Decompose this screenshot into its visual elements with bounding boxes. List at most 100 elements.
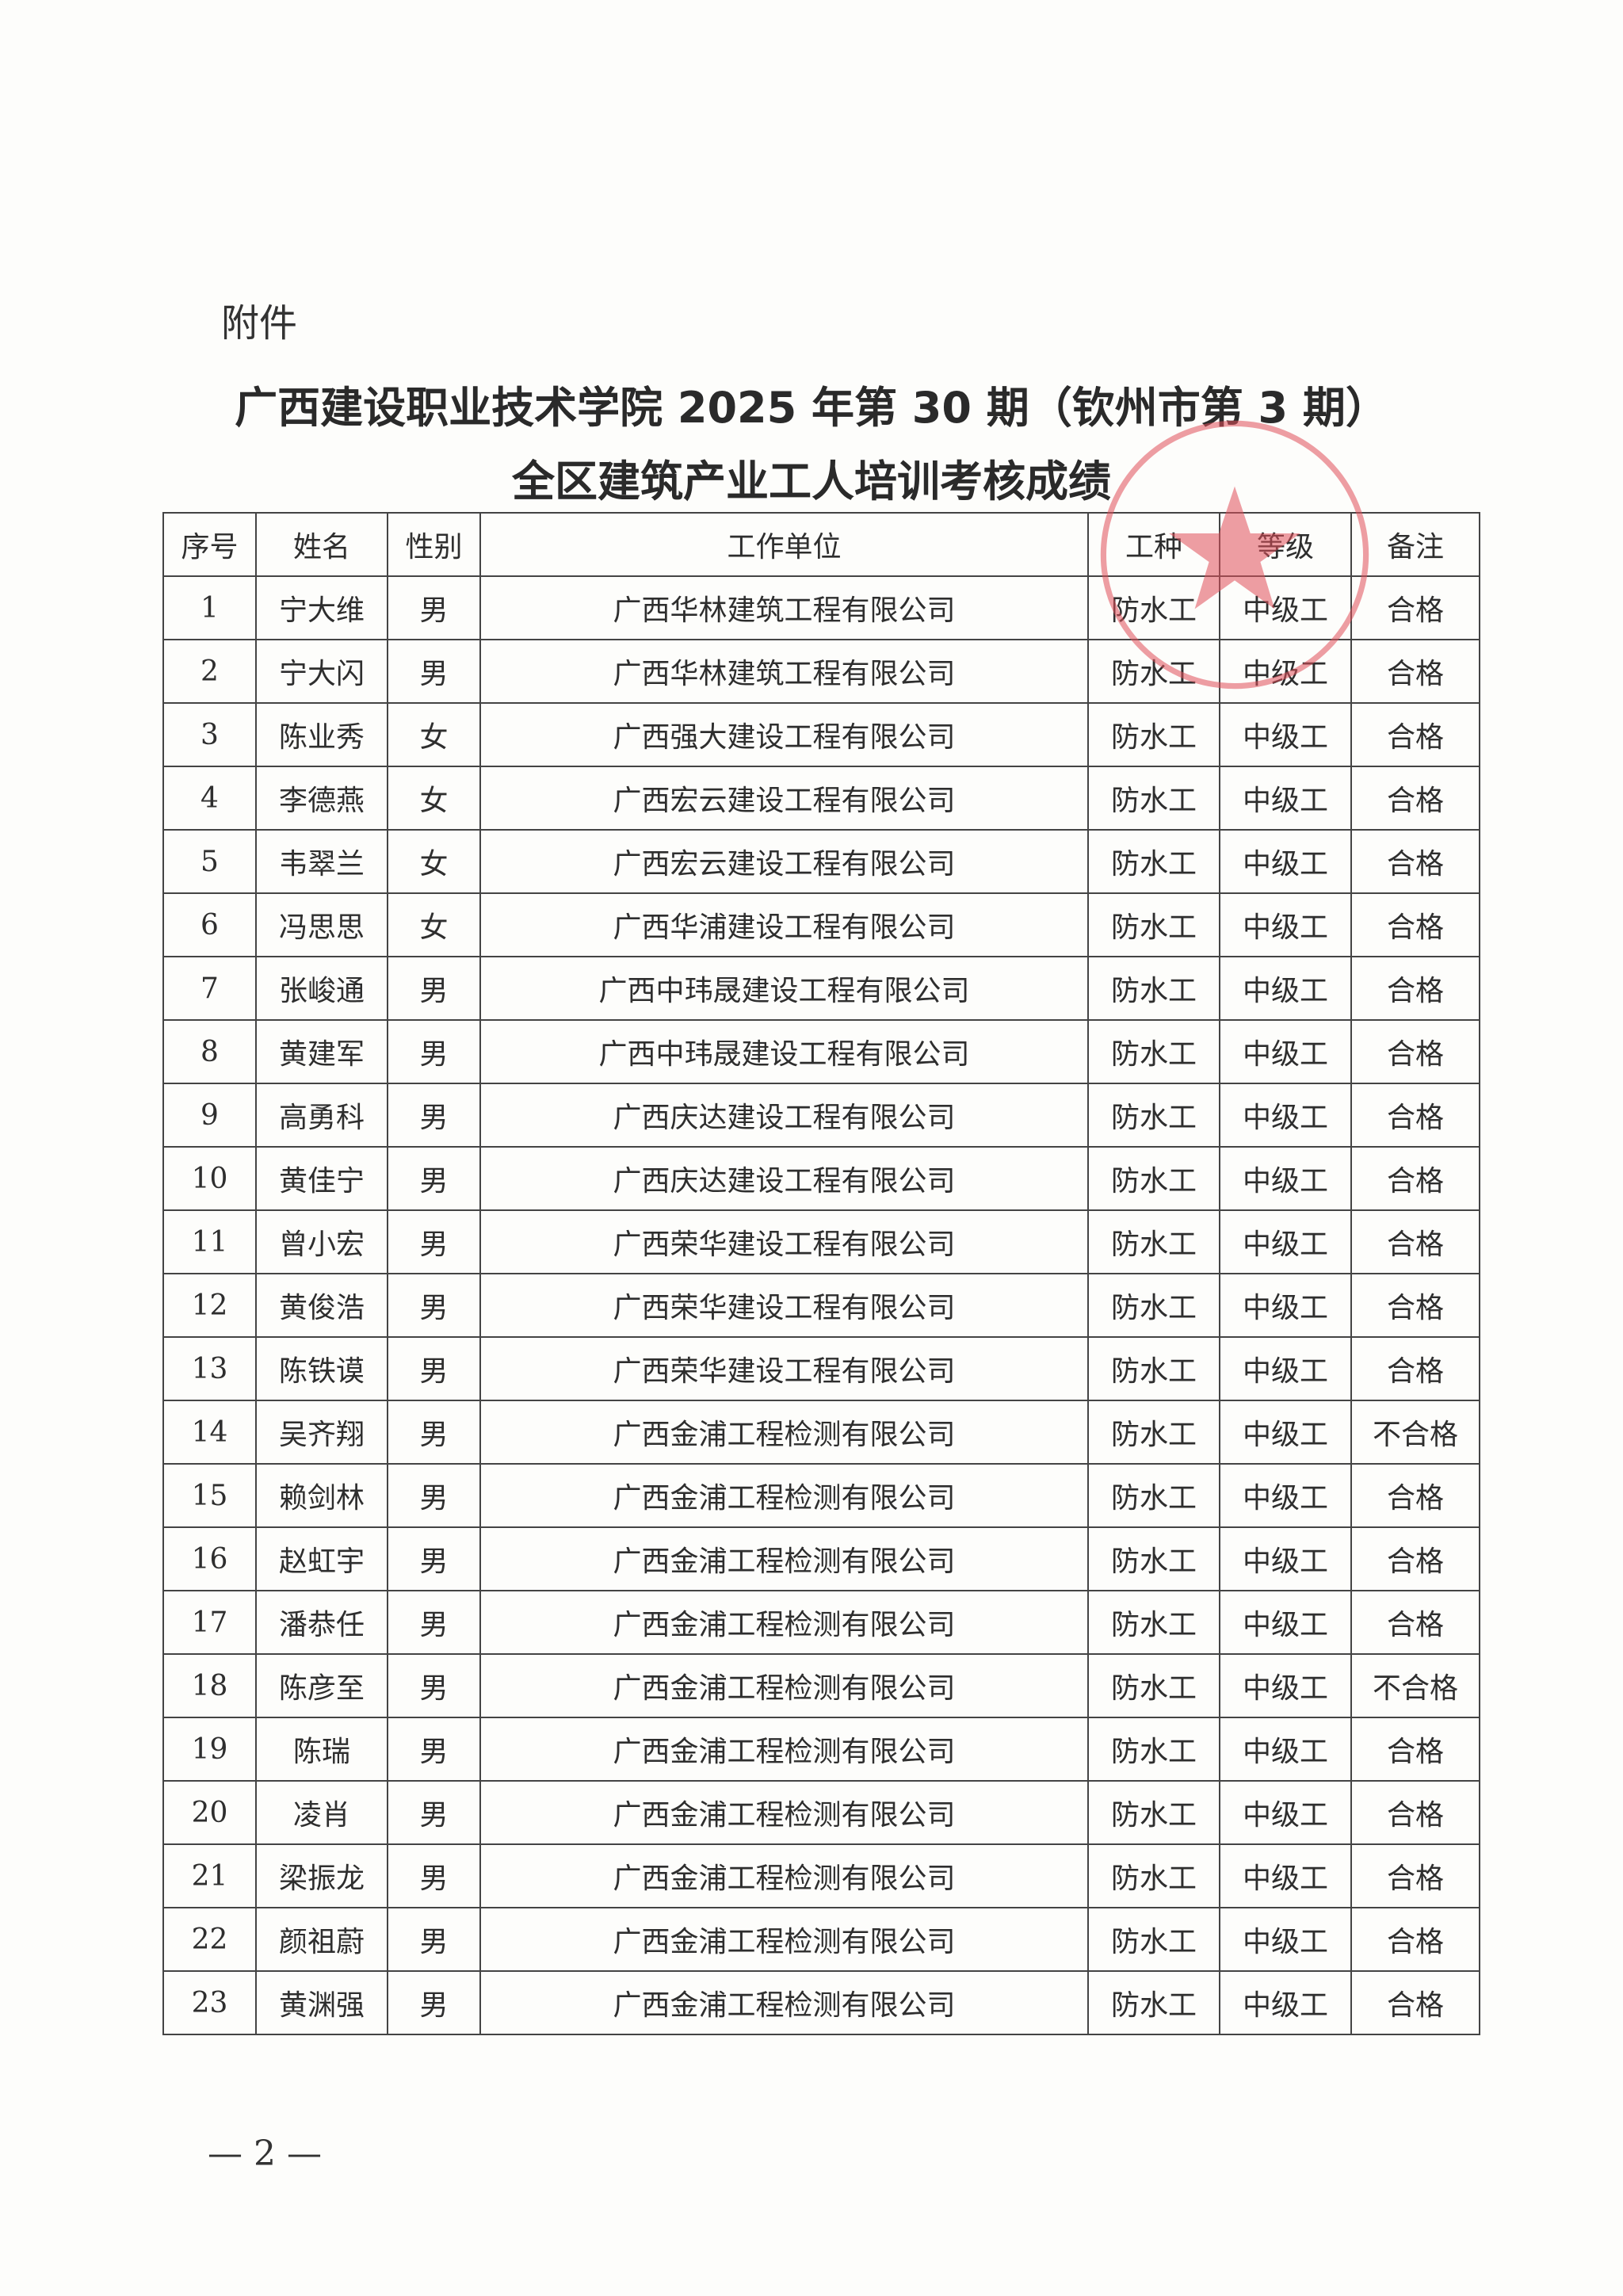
cell-name: 陈瑞	[255, 1717, 388, 1782]
cell-level: 中级工	[1219, 639, 1352, 704]
cell-index: 15	[162, 1463, 257, 1528]
cell-gender: 男	[387, 1146, 481, 1211]
cell-level: 中级工	[1219, 1146, 1352, 1211]
cell-trade: 防水工	[1087, 1083, 1220, 1148]
document-title-line2: 全区建筑产业工人培训考核成绩	[512, 457, 1111, 506]
cell-gender: 女	[387, 829, 481, 894]
cell-remark: 合格	[1350, 1970, 1480, 2035]
cell-remark: 合格	[1350, 1780, 1480, 1845]
attachment-label: 附件	[221, 301, 298, 346]
cell-trade: 防水工	[1087, 1463, 1220, 1528]
cell-trade: 防水工	[1087, 1019, 1220, 1084]
header-trade: 工种	[1087, 512, 1220, 577]
cell-level: 中级工	[1219, 702, 1352, 767]
cell-remark: 合格	[1350, 1083, 1480, 1148]
table-row: 16 赵虹宇男广西金浦工程检测有限公司 防水工 中级工 合格	[162, 1526, 1480, 1591]
cell-name: 宁大维	[255, 575, 388, 640]
cell-index: 2	[162, 639, 257, 704]
cell-trade: 防水工	[1087, 829, 1220, 894]
cell-name: 颜祖蔚	[255, 1907, 388, 1972]
cell-gender: 男	[387, 1336, 481, 1401]
table-row: 6 冯思思女广西华浦建设工程有限公司 防水工 中级工 合格	[162, 892, 1480, 957]
cell-remark: 合格	[1350, 1463, 1480, 1528]
cell-name: 梁振龙	[255, 1843, 388, 1908]
cell-name: 赖剑林	[255, 1463, 388, 1528]
cell-trade: 防水工	[1087, 1336, 1220, 1401]
cell-gender: 男	[387, 1970, 481, 2035]
cell-trade: 防水工	[1087, 1780, 1220, 1845]
cell-level: 中级工	[1219, 1780, 1352, 1845]
cell-index: 13	[162, 1336, 257, 1401]
cell-name: 陈彦至	[255, 1653, 388, 1718]
cell-name: 陈业秀	[255, 702, 388, 767]
cell-trade: 防水工	[1087, 1209, 1220, 1274]
cell-index: 11	[162, 1209, 257, 1274]
cell-trade: 防水工	[1087, 1653, 1220, 1718]
cell-gender: 男	[387, 1907, 481, 1972]
table-row: 3 陈业秀女广西强大建设工程有限公司 防水工 中级工 合格	[162, 702, 1480, 767]
cell-gender: 男	[387, 1209, 481, 1274]
cell-index: 5	[162, 829, 257, 894]
cell-employer: 广西金浦工程检测有限公司	[479, 1780, 1089, 1845]
cell-employer: 广西中玮晟建设工程有限公司	[479, 956, 1089, 1021]
cell-remark: 合格	[1350, 639, 1480, 704]
cell-gender: 男	[387, 1019, 481, 1084]
cell-index: 22	[162, 1907, 257, 1972]
cell-level: 中级工	[1219, 1209, 1352, 1274]
cell-remark: 合格	[1350, 1336, 1480, 1401]
cell-remark: 不合格	[1350, 1653, 1480, 1718]
cell-index: 8	[162, 1019, 257, 1084]
header-remark: 备注	[1350, 512, 1480, 577]
cell-name: 吴齐翔	[255, 1400, 388, 1465]
cell-level: 中级工	[1219, 1653, 1352, 1718]
cell-index: 4	[162, 766, 257, 831]
cell-gender: 男	[387, 1843, 481, 1908]
table-row: 10 黄佳宁男广西庆达建设工程有限公司 防水工 中级工 合格	[162, 1146, 1480, 1211]
header-employer: 工作单位	[479, 512, 1089, 577]
cell-employer: 广西庆达建设工程有限公司	[479, 1146, 1089, 1211]
cell-level: 中级工	[1219, 1843, 1352, 1908]
cell-gender: 男	[387, 1083, 481, 1148]
cell-index: 1	[162, 575, 257, 640]
cell-level: 中级工	[1219, 829, 1352, 894]
cell-gender: 男	[387, 1526, 481, 1591]
cell-gender: 男	[387, 1653, 481, 1718]
cell-remark: 合格	[1350, 1273, 1480, 1338]
cell-name: 曾小宏	[255, 1209, 388, 1274]
header-index: 序号	[162, 512, 257, 577]
cell-remark: 合格	[1350, 1590, 1480, 1655]
cell-level: 中级工	[1219, 1463, 1352, 1528]
cell-name: 黄建军	[255, 1019, 388, 1084]
cell-gender: 男	[387, 575, 481, 640]
table-row: 7 张峻通男广西中玮晟建设工程有限公司 防水工 中级工 合格	[162, 956, 1480, 1021]
cell-name: 李德燕	[255, 766, 388, 831]
cell-remark: 合格	[1350, 1526, 1480, 1591]
cell-name: 韦翠兰	[255, 829, 388, 894]
table-row: 22 颜祖蔚男广西金浦工程检测有限公司 防水工 中级工 合格	[162, 1907, 1480, 1972]
table-row: 15 赖剑林男广西金浦工程检测有限公司 防水工 中级工 合格	[162, 1463, 1480, 1528]
table-row: 18 陈彦至男广西金浦工程检测有限公司 防水工 中级工 不合格	[162, 1653, 1480, 1718]
table-row: 4 李德燕女广西宏云建设工程有限公司 防水工 中级工 合格	[162, 766, 1480, 831]
cell-name: 潘恭任	[255, 1590, 388, 1655]
cell-level: 中级工	[1219, 1590, 1352, 1655]
cell-remark: 合格	[1350, 575, 1480, 640]
cell-name: 高勇科	[255, 1083, 388, 1148]
cell-gender: 女	[387, 892, 481, 957]
cell-index: 20	[162, 1780, 257, 1845]
cell-index: 10	[162, 1146, 257, 1211]
cell-employer: 广西金浦工程检测有限公司	[479, 1400, 1089, 1465]
cell-gender: 女	[387, 766, 481, 831]
table-row: 12 黄俊浩男广西荣华建设工程有限公司 防水工 中级工 合格	[162, 1273, 1480, 1338]
cell-index: 18	[162, 1653, 257, 1718]
page-number: — 2 —	[208, 2134, 322, 2174]
cell-level: 中级工	[1219, 1083, 1352, 1148]
header-level: 等级	[1219, 512, 1352, 577]
cell-employer: 广西宏云建设工程有限公司	[479, 766, 1089, 831]
cell-index: 17	[162, 1590, 257, 1655]
document-title-line1: 广西建设职业技术学院 2025 年第 30 期（钦州市第 3 期）	[235, 383, 1388, 433]
cell-index: 9	[162, 1083, 257, 1148]
cell-level: 中级工	[1219, 1907, 1352, 1972]
cell-gender: 男	[387, 956, 481, 1021]
cell-employer: 广西中玮晟建设工程有限公司	[479, 1019, 1089, 1084]
cell-employer: 广西金浦工程检测有限公司	[479, 1717, 1089, 1782]
